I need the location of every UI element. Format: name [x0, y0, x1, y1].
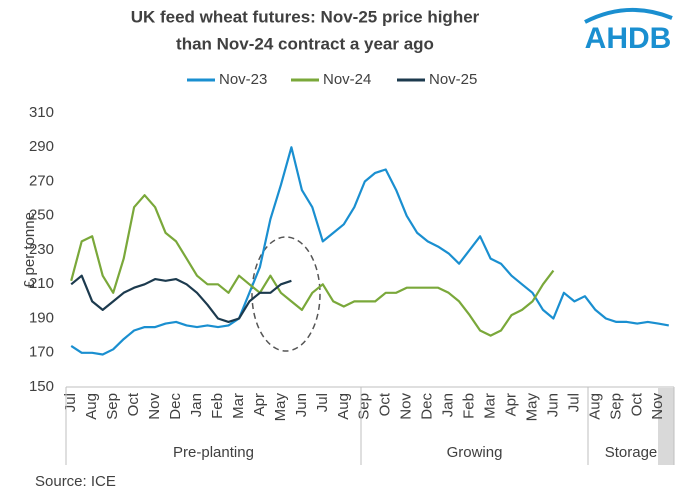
y-tick-label: 150	[29, 378, 54, 395]
x-tick-label: Jul	[314, 393, 331, 412]
logo: AHDB	[585, 22, 672, 55]
x-tick-label: Jun	[544, 393, 561, 417]
y-tick-label: 270	[29, 172, 54, 189]
y-tick-label: 190	[29, 309, 54, 326]
legend-label: Nov-24	[323, 71, 371, 88]
x-tick-label: Nov	[398, 393, 415, 420]
annotation-ellipse	[251, 236, 321, 352]
source: Source: ICE	[35, 473, 116, 490]
x-tick-label: Jan	[440, 393, 457, 417]
x-tick-label: Mar	[230, 393, 247, 419]
x-tick-label: Jan	[188, 393, 205, 417]
x-tick-label: Apr	[251, 393, 268, 416]
y-tick-label: 170	[29, 344, 54, 361]
chart-title: than Nov-24 contract a year ago	[176, 34, 434, 53]
logo-arc	[584, 8, 673, 24]
x-tick-label: Feb	[461, 393, 478, 419]
phase-label: Pre-planting	[173, 444, 254, 461]
legend-label: Nov-25	[429, 71, 477, 88]
x-tick-label: Apr	[502, 393, 519, 416]
series-line	[70, 274, 292, 323]
series-line	[70, 146, 669, 356]
y-tick-label: 250	[29, 207, 54, 224]
phase-label: Growing	[447, 444, 503, 461]
phase-label: Storage	[605, 444, 658, 461]
x-tick-label: Sep	[607, 393, 624, 420]
x-tick-label: May	[272, 393, 289, 422]
x-tick-label: Dec	[167, 393, 184, 420]
shaded-period	[658, 388, 674, 465]
y-tick-label: 310	[29, 104, 54, 121]
x-tick-label: Mar	[482, 393, 499, 419]
y-tick-label: 210	[29, 275, 54, 292]
legend-label: Nov-23	[219, 71, 267, 88]
x-tick-label: Oct	[628, 392, 645, 416]
x-tick-label: Aug	[83, 393, 100, 420]
x-tick-label: Nov	[146, 393, 163, 420]
y-tick-label: 230	[29, 241, 54, 258]
x-tick-label: Sep	[356, 393, 373, 420]
x-tick-label: Aug	[586, 393, 603, 420]
x-tick-label: Oct	[125, 392, 142, 416]
x-tick-label: Aug	[335, 393, 352, 420]
x-tick-label: Jul	[62, 393, 79, 412]
x-tick-label: Feb	[209, 393, 226, 419]
x-tick-label: Nov	[649, 393, 666, 420]
chart-title: UK feed wheat futures: Nov-25 price high…	[131, 7, 480, 26]
x-tick-label: Jun	[293, 393, 310, 417]
y-tick-label: 290	[29, 138, 54, 155]
x-tick-label: Oct	[377, 392, 394, 416]
x-tick-label: Jul	[565, 393, 582, 412]
x-tick-label: May	[523, 393, 540, 422]
y-axis-label: £ per tonne	[21, 212, 38, 288]
x-tick-label: Dec	[419, 393, 436, 420]
x-tick-label: Sep	[104, 393, 121, 420]
series-line	[70, 194, 555, 337]
